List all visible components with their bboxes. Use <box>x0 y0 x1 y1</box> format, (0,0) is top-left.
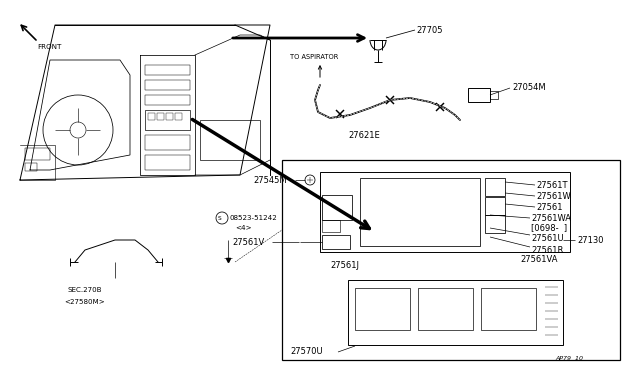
Bar <box>485 215 505 233</box>
Bar <box>145 95 190 105</box>
Bar <box>320 172 570 252</box>
Bar <box>485 178 505 196</box>
Text: 27561VA: 27561VA <box>520 256 557 264</box>
Text: <27580M>: <27580M> <box>65 299 106 305</box>
Text: 27130: 27130 <box>577 235 604 244</box>
Bar <box>322 235 350 249</box>
Text: SEC.270B: SEC.270B <box>68 287 102 293</box>
Bar <box>25 163 37 171</box>
Bar <box>355 288 410 330</box>
Bar <box>322 220 340 232</box>
Text: 27054M: 27054M <box>512 83 546 92</box>
Text: 27561U: 27561U <box>531 234 564 243</box>
Text: FRONT: FRONT <box>37 44 61 50</box>
Bar <box>145 110 190 130</box>
Bar <box>418 288 473 330</box>
Text: 27561R: 27561R <box>531 246 563 254</box>
Text: <4>: <4> <box>235 225 252 231</box>
Bar <box>145 80 190 90</box>
Bar <box>360 178 480 246</box>
Bar <box>490 91 498 99</box>
Text: 27705: 27705 <box>416 26 442 35</box>
Bar <box>145 65 190 75</box>
Text: 27561T: 27561T <box>536 180 568 189</box>
Text: 27570U: 27570U <box>290 347 323 356</box>
Text: 27561WA: 27561WA <box>531 214 571 222</box>
Text: 08523-51242: 08523-51242 <box>230 215 278 221</box>
Bar <box>481 288 536 330</box>
Bar <box>166 113 173 120</box>
Text: TO ASPIRATOR: TO ASPIRATOR <box>290 54 339 60</box>
Text: 27561: 27561 <box>536 202 563 212</box>
Bar <box>468 88 490 102</box>
Bar <box>175 113 182 120</box>
Text: 27561J: 27561J <box>330 260 359 269</box>
Text: 27561W: 27561W <box>536 192 571 201</box>
Bar <box>145 135 190 150</box>
Bar <box>145 155 190 170</box>
Text: [0698-  ]: [0698- ] <box>531 224 567 232</box>
Text: 27621E: 27621E <box>348 131 380 140</box>
Bar <box>282 160 620 360</box>
Bar <box>322 195 352 220</box>
Text: 27561V: 27561V <box>233 237 265 247</box>
Bar <box>200 120 260 160</box>
Text: S: S <box>218 215 222 221</box>
Bar <box>157 113 164 120</box>
Bar <box>485 197 505 215</box>
Bar <box>148 113 155 120</box>
Bar <box>348 280 563 345</box>
Text: 27545M: 27545M <box>253 176 287 185</box>
Text: AP79  10: AP79 10 <box>555 356 583 360</box>
Bar <box>25 148 50 160</box>
